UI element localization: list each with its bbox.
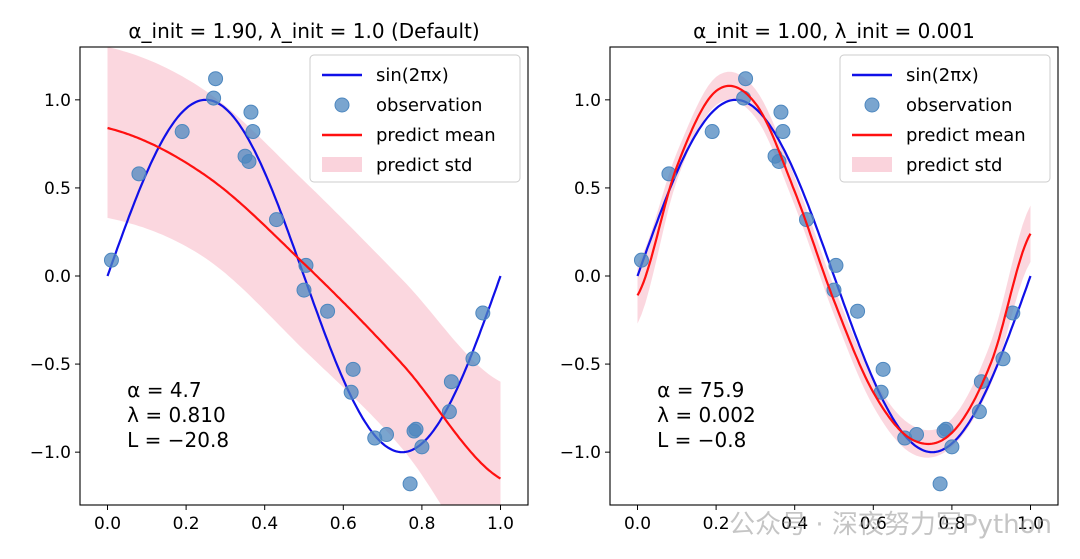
observation-point [206,90,222,106]
observation-point [208,71,224,87]
observation-point [268,212,284,228]
legend-key-band [852,157,892,172]
x-tick-label: 0.6 [330,514,357,534]
y-tick-label: −0.5 [560,355,601,375]
legend-label: predict std [376,155,472,176]
legend-label: observation [376,95,482,116]
chart-title: α_init = 1.00, λ_init = 0.001 [693,19,975,43]
y-tick-label: −0.5 [30,355,71,375]
observation-point [932,476,948,492]
y-tick-label: 0.5 [44,179,71,199]
annotation-text: λ = 0.810 [127,403,226,427]
x-tick-label: 0.6 [860,514,887,534]
y-tick-label: 0.5 [574,179,601,199]
observation-point [131,166,147,182]
x-tick-label: 1.0 [487,514,514,534]
observation-point [633,252,649,268]
y-tick-label: 0.0 [44,267,71,287]
legend-label: predict mean [376,125,496,146]
observation-point [241,154,257,169]
x-tick-label: 0.8 [408,514,435,534]
legend-label: predict std [906,155,1002,176]
legend-label: observation [906,95,1012,116]
plot-area [103,47,502,505]
observation-point [243,104,259,120]
x-tick-label: 0.0 [624,514,651,534]
x-tick-label: 1.0 [1017,514,1044,534]
observation-point [875,361,891,377]
observation-point [971,404,987,420]
chart-panel-2: 0.0 0.2 0.4 0.6 0.8 1.0 −1.0 −0.5 0.0 0.5 1.0 α_ini… [560,19,1059,534]
x-tick-label: 0.0 [94,514,121,534]
observation-point [828,257,844,273]
x-tick-label: 0.4 [251,514,278,534]
true-sin-curve [106,98,502,454]
observation-point [736,90,752,106]
legend-label: predict mean [906,125,1026,146]
y-tick-label: −1.0 [560,443,601,463]
observation-point [738,71,754,87]
observation-point [441,404,457,420]
x-tick-label: 0.2 [173,514,200,534]
observation-point [343,384,359,400]
annotation-text: α = 75.9 [657,378,744,402]
annotation-text: α = 4.7 [127,378,201,402]
observation-point [995,351,1011,367]
legend: sin(2πx) observation predict mean predict s… [839,54,1051,183]
true-sin-curve [636,98,1032,454]
x-tick-label: 0.8 [938,514,965,534]
observation-point [704,124,720,140]
observation-point [245,124,261,140]
legend-key-observation [334,97,350,113]
y-tick-label: 1.0 [574,91,601,111]
observation-point [320,303,336,319]
chart-panel-1: 0.0 0.2 0.4 0.6 0.8 1.0 −1.0 −0.5 0.0 0.5 1.0 α_ini… [30,19,529,534]
y-tick-label: −1.0 [30,443,71,463]
observation-point [443,374,459,390]
legend-box [309,54,521,183]
observation-point [465,351,481,367]
annotation-text: L = −20.8 [127,428,229,452]
annotation-text: L = −0.8 [657,428,746,452]
chart-title: α_init = 1.90, λ_init = 1.0 (Default) [128,19,479,43]
annotation-text: λ = 0.002 [657,403,756,427]
observation-point [103,252,119,268]
y-tick-label: 1.0 [44,91,71,111]
observation-point [475,305,491,321]
plot-area [633,71,1032,492]
observation-point [773,104,789,120]
observation-point [938,421,954,437]
observation-point [408,421,424,437]
observation-point [296,282,312,298]
x-tick-label: 0.2 [703,514,730,534]
observation-point [402,476,418,492]
observation-point [414,439,430,455]
observation-point [944,439,960,455]
observation-point [345,361,361,377]
x-tick-label: 0.4 [781,514,808,534]
predict-mean-line [107,126,502,480]
legend: sin(2πx) observation predict mean predict s… [309,54,521,183]
legend-box [839,54,1051,183]
observation-point [379,427,395,443]
watermark: 公众号 · 深夜努力写Python [729,510,1052,540]
legend-label: sin(2πx) [906,65,979,86]
legend-key-observation [864,97,880,113]
observation-point [775,124,791,140]
legend-label: sin(2πx) [376,65,449,86]
observation-point [850,303,866,319]
y-tick-label: 0.0 [574,267,601,287]
legend-key-band [322,157,362,172]
observation-point [174,124,190,140]
predict-mean-line [636,84,1032,446]
